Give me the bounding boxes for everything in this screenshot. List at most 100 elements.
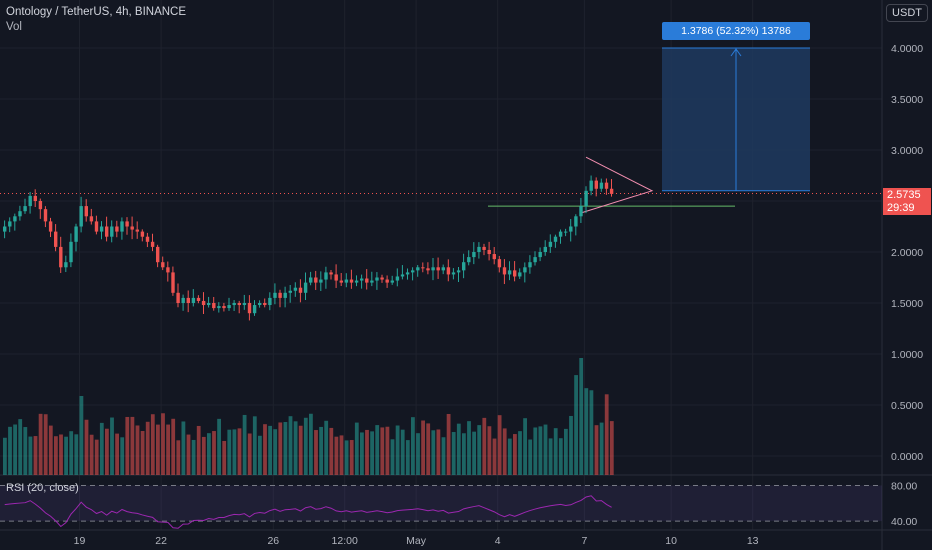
- volume-bar: [130, 416, 135, 475]
- volume-bar: [507, 438, 512, 475]
- rsi-band: [0, 485, 882, 522]
- candle-body: [181, 297, 185, 303]
- volume-bar: [579, 358, 584, 475]
- candle-body: [344, 279, 349, 283]
- volume-bar: [232, 429, 237, 475]
- volume-bar: [604, 394, 609, 475]
- volume-bar: [370, 431, 374, 475]
- candle-body: [370, 280, 374, 283]
- candle-body: [365, 278, 369, 283]
- candle-body: [237, 303, 241, 306]
- volume-bar: [354, 422, 359, 475]
- candle-body: [380, 277, 384, 280]
- volume-bar: [74, 434, 79, 475]
- volume-bar: [548, 438, 553, 475]
- time-axis-label: 19: [74, 535, 86, 547]
- volume-bar: [258, 435, 262, 475]
- candle-body: [89, 216, 94, 222]
- candle-body: [441, 267, 445, 271]
- candle-body: [268, 297, 272, 306]
- volume-bar: [482, 417, 487, 475]
- time-axis-label: 10: [665, 535, 677, 547]
- candle-body: [518, 272, 522, 277]
- candle-body: [314, 277, 318, 283]
- candle-body: [589, 180, 593, 191]
- volume-bar: [263, 424, 267, 475]
- volume-bar: [319, 426, 323, 475]
- volume-bar: [538, 426, 543, 475]
- candle-body: [446, 267, 451, 275]
- volume-bar: [84, 419, 89, 475]
- volume-bar: [344, 440, 349, 475]
- volume-bar: [405, 440, 410, 475]
- candle-body: [201, 300, 206, 306]
- candle-body: [43, 209, 48, 222]
- volume-bar: [446, 413, 451, 475]
- candle-body: [74, 226, 78, 242]
- volume-bar: [252, 416, 257, 475]
- candle-body: [558, 231, 563, 237]
- volume-bar: [8, 426, 12, 475]
- candle-body: [421, 267, 425, 269]
- rsi-axis-label: 40.00: [891, 516, 917, 528]
- position-label[interactable]: 1.3786 (52.32%) 13786: [662, 22, 810, 40]
- volume-bar: [375, 425, 380, 475]
- price-axis-label: 3.0000: [891, 145, 923, 157]
- candle-body: [462, 262, 466, 271]
- volume-bar: [487, 426, 492, 475]
- volume-bar: [166, 424, 170, 475]
- volume-bar: [242, 414, 247, 475]
- volume-bar: [181, 421, 186, 475]
- volume-bar: [217, 418, 221, 475]
- candle-body: [84, 206, 88, 217]
- candle-body: [523, 267, 527, 273]
- volume-bar: [436, 429, 441, 475]
- volume-label[interactable]: Vol: [6, 21, 22, 33]
- candle-body: [242, 303, 247, 306]
- volume-bar: [426, 423, 431, 475]
- candle-body: [125, 221, 129, 227]
- rsi-label[interactable]: RSI (20, close): [6, 482, 79, 494]
- volume-bar: [89, 434, 94, 475]
- candle-body: [196, 297, 201, 301]
- volume-bar: [589, 390, 594, 475]
- time-axis-label: 22: [155, 535, 167, 547]
- candle-body: [574, 216, 578, 227]
- volume-bar: [125, 416, 130, 475]
- rsi-axis-label: 80.00: [891, 480, 917, 492]
- volume-bar: [105, 428, 109, 475]
- volume-bar: [441, 437, 446, 475]
- volume-bar: [456, 423, 461, 475]
- volume-bar: [339, 435, 344, 475]
- candle-body: [436, 267, 440, 271]
- volume-bar: [385, 426, 390, 475]
- volume-bar: [110, 417, 114, 475]
- volume-bar: [558, 438, 563, 475]
- candle-body: [130, 226, 134, 230]
- candle-body: [513, 270, 517, 277]
- volume-bar: [13, 424, 17, 475]
- volume-bar: [273, 429, 278, 475]
- volume-bar: [360, 432, 364, 475]
- candle-body: [451, 272, 456, 275]
- candle-body: [411, 270, 415, 273]
- volume-bar: [553, 428, 558, 475]
- volume-bar: [145, 421, 150, 475]
- candle-body: [33, 195, 37, 201]
- candle-body: [569, 226, 573, 232]
- candle-body: [28, 195, 32, 207]
- candle-body: [467, 257, 471, 263]
- volume-bar: [609, 421, 614, 475]
- currency-button[interactable]: USDT: [886, 4, 928, 22]
- symbol-title[interactable]: Ontology / TetherUS, 4h, BINANCE: [6, 6, 187, 18]
- candle-body: [48, 221, 53, 232]
- candle-body: [405, 272, 410, 275]
- candle-body: [609, 188, 614, 194]
- candle-body: [487, 249, 491, 255]
- candle-body: [528, 262, 532, 268]
- time-axis-label: 13: [747, 535, 759, 547]
- volume-bar: [395, 425, 400, 475]
- volume-bar: [472, 431, 476, 475]
- candle-body: [222, 306, 226, 309]
